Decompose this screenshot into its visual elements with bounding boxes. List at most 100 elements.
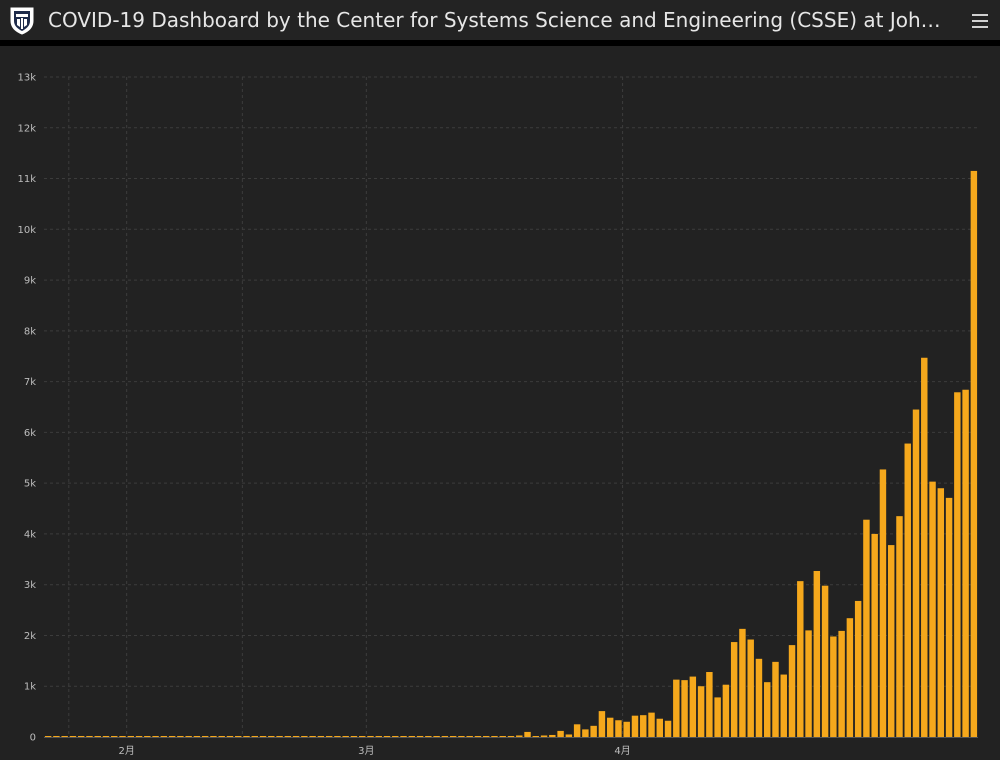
bar[interactable] (284, 736, 292, 737)
bar[interactable] (615, 720, 622, 737)
bar[interactable] (309, 736, 316, 737)
bar[interactable] (764, 682, 771, 737)
bar[interactable] (656, 718, 664, 737)
bar[interactable] (235, 736, 242, 737)
bar[interactable] (896, 516, 903, 737)
bar[interactable] (532, 736, 540, 737)
bar[interactable] (474, 736, 482, 737)
bar[interactable] (168, 736, 176, 737)
bar[interactable] (210, 736, 217, 737)
bar[interactable] (565, 734, 573, 737)
bar[interactable] (516, 735, 523, 737)
bar[interactable] (797, 581, 804, 737)
bar[interactable] (598, 711, 606, 737)
bar[interactable] (358, 736, 366, 737)
bar[interactable] (177, 736, 184, 737)
bar[interactable] (606, 717, 614, 737)
bar[interactable] (77, 736, 85, 737)
bar[interactable] (954, 392, 961, 737)
bar[interactable] (350, 736, 358, 737)
bar[interactable] (582, 729, 589, 737)
bar[interactable] (226, 736, 234, 737)
bar[interactable] (334, 736, 341, 737)
bar[interactable] (863, 519, 870, 737)
bar[interactable] (830, 636, 837, 737)
bar[interactable] (697, 686, 705, 737)
bar[interactable] (648, 712, 655, 737)
bar[interactable] (887, 545, 895, 737)
bar[interactable] (301, 736, 308, 737)
bar[interactable] (449, 736, 457, 737)
bar[interactable] (119, 736, 126, 737)
bar[interactable] (673, 679, 680, 737)
bar[interactable] (706, 672, 713, 737)
bar[interactable] (127, 736, 135, 737)
bar[interactable] (689, 676, 697, 737)
bar[interactable] (218, 736, 225, 737)
bar[interactable] (86, 736, 93, 737)
bar[interactable] (193, 736, 201, 737)
bar[interactable] (623, 721, 630, 737)
bar[interactable] (722, 684, 730, 737)
bar[interactable] (185, 736, 192, 737)
bar[interactable] (549, 734, 556, 737)
bar[interactable] (259, 736, 267, 737)
bar[interactable] (631, 715, 639, 737)
bar[interactable] (557, 730, 564, 737)
bar[interactable] (317, 736, 325, 737)
bar[interactable] (714, 697, 721, 737)
bar[interactable] (507, 736, 515, 737)
bar[interactable] (962, 389, 969, 737)
bar[interactable] (152, 736, 159, 737)
bar[interactable] (937, 488, 945, 737)
bar[interactable] (755, 658, 763, 737)
bar[interactable] (780, 674, 787, 737)
bar[interactable] (879, 469, 887, 737)
bar[interactable] (813, 570, 821, 737)
bar[interactable] (325, 736, 333, 737)
bar[interactable] (912, 409, 920, 737)
bar[interactable] (772, 661, 779, 737)
bar[interactable] (929, 481, 936, 737)
bar[interactable] (342, 736, 349, 737)
bar[interactable] (276, 736, 283, 737)
bar[interactable] (921, 357, 928, 737)
bar[interactable] (408, 736, 416, 737)
hamburger-menu-icon[interactable] (968, 8, 994, 34)
bar[interactable] (499, 736, 506, 737)
bar[interactable] (540, 735, 548, 737)
bar[interactable] (135, 736, 143, 737)
bar[interactable] (573, 724, 581, 737)
bar[interactable] (201, 736, 209, 737)
bar[interactable] (243, 736, 250, 737)
bar[interactable] (69, 736, 77, 737)
bar[interactable] (747, 639, 754, 737)
bar[interactable] (730, 642, 738, 737)
bar[interactable] (739, 628, 746, 737)
bar[interactable] (491, 736, 498, 737)
bar[interactable] (61, 736, 68, 737)
bar[interactable] (524, 731, 531, 737)
bar[interactable] (904, 443, 911, 737)
bar[interactable] (53, 736, 60, 737)
bar[interactable] (425, 736, 432, 737)
bar[interactable] (664, 720, 672, 737)
bar[interactable] (102, 736, 110, 737)
bar[interactable] (94, 736, 101, 737)
bar[interactable] (441, 736, 449, 737)
bar[interactable] (788, 645, 796, 737)
bar[interactable] (838, 630, 845, 737)
bar[interactable] (111, 736, 118, 737)
bar[interactable] (846, 618, 854, 737)
bar[interactable] (821, 585, 829, 737)
bar[interactable] (392, 736, 399, 737)
bar[interactable] (590, 725, 597, 737)
bar[interactable] (268, 736, 275, 737)
bar[interactable] (375, 736, 382, 737)
bar[interactable] (805, 630, 812, 737)
bar[interactable] (383, 736, 391, 737)
bar[interactable] (482, 736, 490, 737)
bar[interactable] (945, 497, 953, 737)
bar[interactable] (871, 533, 878, 737)
bar[interactable] (400, 736, 407, 737)
